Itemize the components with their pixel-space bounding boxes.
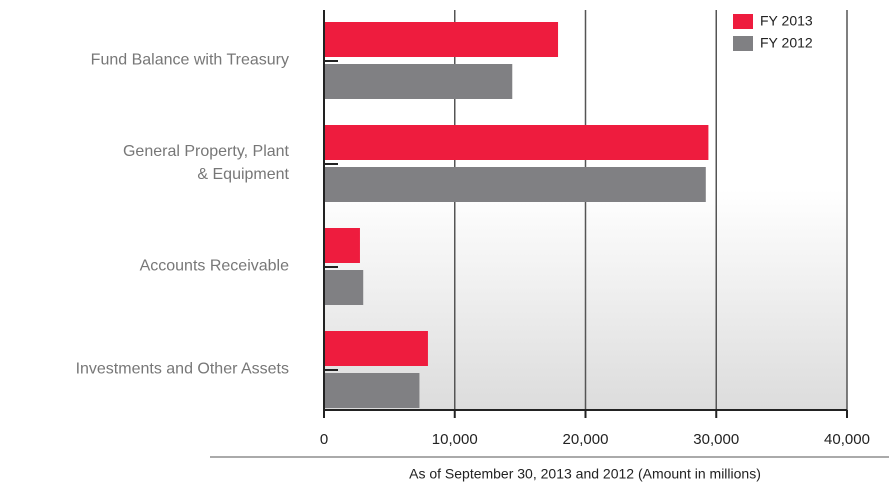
category-label: Fund Balance with Treasury [90, 51, 289, 69]
bar [324, 270, 364, 305]
bar [324, 64, 513, 99]
legend-label: FY 2012 [760, 35, 813, 51]
category-label: Accounts Receivable [139, 257, 289, 275]
x-tick-label: 0 [320, 431, 328, 448]
bar [324, 167, 706, 202]
bar [324, 22, 559, 57]
bar [324, 331, 428, 366]
x-tick-label: 10,000 [432, 431, 478, 448]
category-label: General Property, Plant & Equipment [122, 143, 289, 183]
x-axis-label: As of September 30, 2013 and 2012 (Amoun… [409, 466, 761, 482]
legend-swatch [733, 14, 753, 29]
x-tick-label: 40,000 [824, 431, 870, 448]
bar [324, 125, 709, 160]
legend-label: FY 2013 [760, 13, 813, 29]
bar [324, 228, 360, 263]
x-tick-label: 30,000 [693, 431, 739, 448]
x-tick-label: 20,000 [563, 431, 609, 448]
legend-swatch [733, 36, 753, 51]
bar [324, 373, 420, 408]
category-label: Investments and Other Assets [75, 360, 289, 378]
